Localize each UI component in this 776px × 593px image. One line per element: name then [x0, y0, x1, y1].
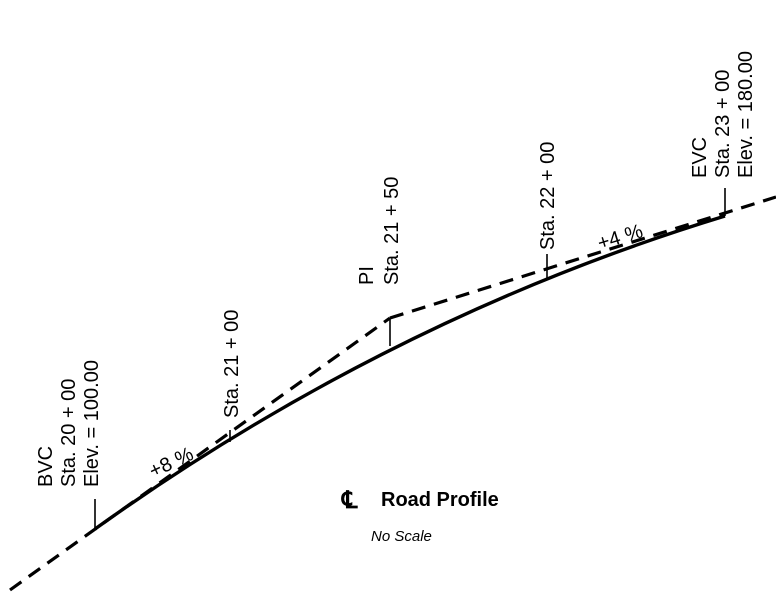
pi-station-label: Sta. 21 + 50 [381, 177, 403, 285]
bvc-station-label: Sta. 20 + 00 [58, 379, 80, 487]
evc-station-label: Sta. 23 + 00 [712, 70, 734, 178]
vertical-curve [94, 214, 726, 531]
incoming-tangent-line [9, 316, 391, 592]
diagram-subtitle: No Scale [371, 528, 432, 545]
evc-elevation-label: Elev. = 180.00 [735, 51, 757, 178]
centerline-symbol: ℄ [341, 487, 358, 514]
outgoing-tangent-line [389, 195, 776, 320]
diagram-title: Road Profile [381, 489, 499, 511]
sta21-station-label: Sta. 21 + 00 [221, 310, 243, 418]
bvc-elevation-label: Elev. = 100.00 [81, 360, 103, 487]
bvc-name-label: BVC [35, 446, 57, 487]
pi-name-label: PI [356, 266, 378, 285]
evc-name-label: EVC [689, 137, 711, 178]
sta22-station-label: Sta. 22 + 00 [537, 142, 559, 250]
